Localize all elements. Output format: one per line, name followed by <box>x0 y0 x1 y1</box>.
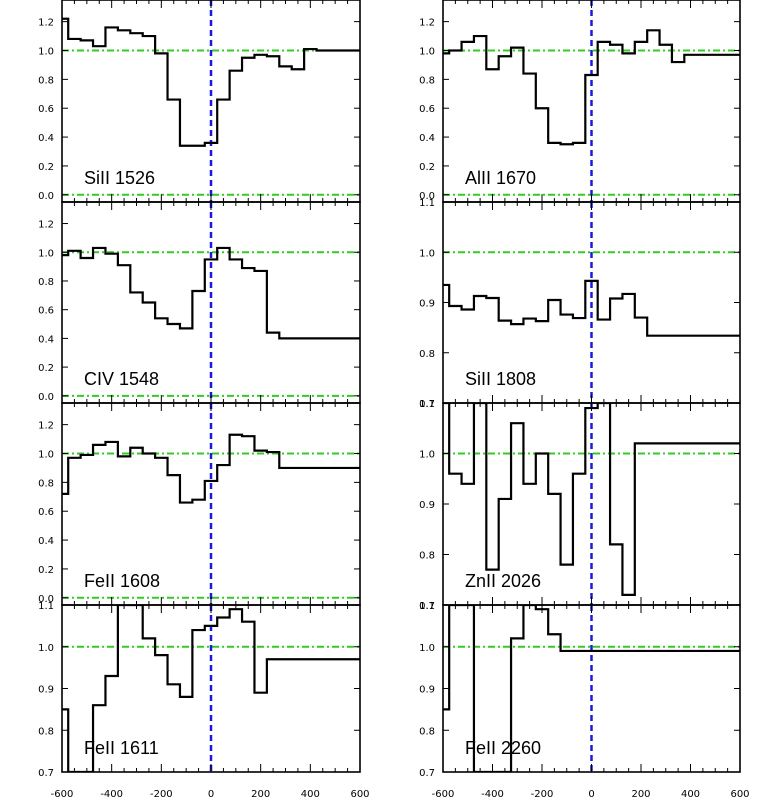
spectrum-series <box>443 605 740 772</box>
x-tick-label: -200 <box>150 789 173 800</box>
y-tick-label: 0.0 <box>38 191 54 202</box>
y-tick-label: 0.7 <box>419 768 435 779</box>
y-tick-label: 1.0 <box>419 248 435 259</box>
y-tick-label: 1.0 <box>419 450 435 461</box>
y-tick-label: 1.0 <box>38 47 54 58</box>
ion-label: CIV 1548 <box>84 369 159 389</box>
y-tick-label: 1.0 <box>38 248 54 259</box>
spectrum-series <box>62 17 360 147</box>
y-tick-label: 1.0 <box>38 450 54 461</box>
y-tick-label: 0.7 <box>419 601 435 612</box>
y-tick-label: 0.8 <box>419 75 435 86</box>
ion-label: FeII 2260 <box>465 738 541 758</box>
y-tick-label: 0.8 <box>419 726 435 737</box>
y-tick-label: 1.0 <box>38 643 54 654</box>
ion-label: FeII 1611 <box>84 738 159 758</box>
y-tick-label: 0.8 <box>38 277 54 288</box>
spectrum-series <box>443 29 740 146</box>
y-tick-label: 0.9 <box>419 299 435 310</box>
x-tick-label: -200 <box>531 789 554 800</box>
ion-label: FeII 1608 <box>84 571 160 591</box>
ion-label: AlII 1670 <box>465 168 536 188</box>
y-tick-label: 0.8 <box>38 478 54 489</box>
y-tick-label: 1.0 <box>419 47 435 58</box>
y-tick-label: 1.2 <box>419 18 435 29</box>
y-tick-label: 0.7 <box>38 768 54 779</box>
x-tick-label: -600 <box>432 789 455 800</box>
y-tick-label: 0.6 <box>38 306 54 317</box>
y-tick-label: 0.9 <box>419 500 435 511</box>
y-tick-label: 0.6 <box>38 507 54 518</box>
x-tick-label: 400 <box>681 789 700 800</box>
y-tick-label: 0.8 <box>419 349 435 360</box>
y-tick-label: 1.2 <box>38 421 54 432</box>
y-tick-label: 0.9 <box>419 685 435 696</box>
x-tick-label: 200 <box>251 789 270 800</box>
y-tick-label: 0.2 <box>419 162 435 173</box>
x-tick-label: 400 <box>301 789 320 800</box>
y-tick-label: 0.6 <box>38 104 54 115</box>
panel-left-2: 0.0 0.2 0.4 0.6 0.8 1.0 1.2 CIV 1548 <box>38 201 361 404</box>
y-tick-label: 0.8 <box>419 551 435 562</box>
y-tick-label: 0.4 <box>38 536 54 547</box>
y-tick-label: 1.1 <box>419 399 435 410</box>
spectrum-series <box>443 279 740 337</box>
spectrum-series <box>443 403 740 596</box>
ion-label: SiII 1526 <box>84 168 155 188</box>
panel-right-1: 0.0 0.2 0.4 0.6 0.8 1.0 1.2 AlII 1670 <box>419 0 741 203</box>
panel-right-4: 0.7 0.8 0.9 1.0 1.1 FeII 2260 <box>419 601 741 779</box>
y-tick-label: 0.4 <box>419 133 435 144</box>
x-tick-label: -400 <box>100 789 123 800</box>
y-tick-label: 0.4 <box>38 334 54 345</box>
x-tick-label: 600 <box>350 789 369 800</box>
y-tick-label: 1.1 <box>419 198 435 209</box>
y-tick-label: 0.9 <box>38 685 54 696</box>
spectrum-series <box>62 605 360 772</box>
y-tick-label: 0.0 <box>419 191 435 202</box>
y-tick-label: 1.2 <box>38 220 54 231</box>
y-tick-label: 0.8 <box>38 75 54 86</box>
y-tick-label: 0.2 <box>38 162 54 173</box>
panel-right-3: 0.7 0.8 0.9 1.0 1.1 ZnII 2026 <box>419 399 741 612</box>
ion-label: SiII 1808 <box>465 369 536 389</box>
x-tick-label: -600 <box>51 789 74 800</box>
y-tick-label: 1.1 <box>419 601 435 612</box>
y-tick-label: 0.6 <box>419 104 435 115</box>
y-tick-label: 0.0 <box>38 392 54 403</box>
y-tick-label: 0.2 <box>38 565 54 576</box>
panel-left-3: 0.0 0.2 0.4 0.6 0.8 1.0 1.2 FeII 1608 <box>38 402 361 606</box>
x-tick-label: 0 <box>208 789 214 800</box>
panel-left-1: 0.0 0.2 0.4 0.6 0.8 1.0 1.2 SiII 1526 <box>38 0 361 203</box>
y-tick-label: 1.2 <box>38 18 54 29</box>
x-tick-label: 0 <box>588 789 594 800</box>
x-tick-label: 600 <box>730 789 749 800</box>
x-tick-label: -400 <box>481 789 504 800</box>
y-tick-label: 0.2 <box>38 363 54 374</box>
spectrum-series <box>62 246 360 340</box>
panel-right-2: 0.7 0.8 0.9 1.0 1.1 SiII 1808 <box>419 198 741 410</box>
y-tick-label: 0.0 <box>38 594 54 605</box>
y-tick-label: 0.7 <box>419 399 435 410</box>
y-tick-label: 0.8 <box>38 726 54 737</box>
y-tick-label: 1.0 <box>419 643 435 654</box>
spectrum-series <box>62 433 360 504</box>
panel-left-4: 0.7 0.8 0.9 1.0 1.1 FeII 1611 <box>38 601 361 779</box>
y-tick-label: 1.1 <box>38 601 54 612</box>
x-tick-label: 200 <box>631 789 650 800</box>
ion-label: ZnII 2026 <box>465 571 541 591</box>
y-tick-label: 0.4 <box>38 133 54 144</box>
